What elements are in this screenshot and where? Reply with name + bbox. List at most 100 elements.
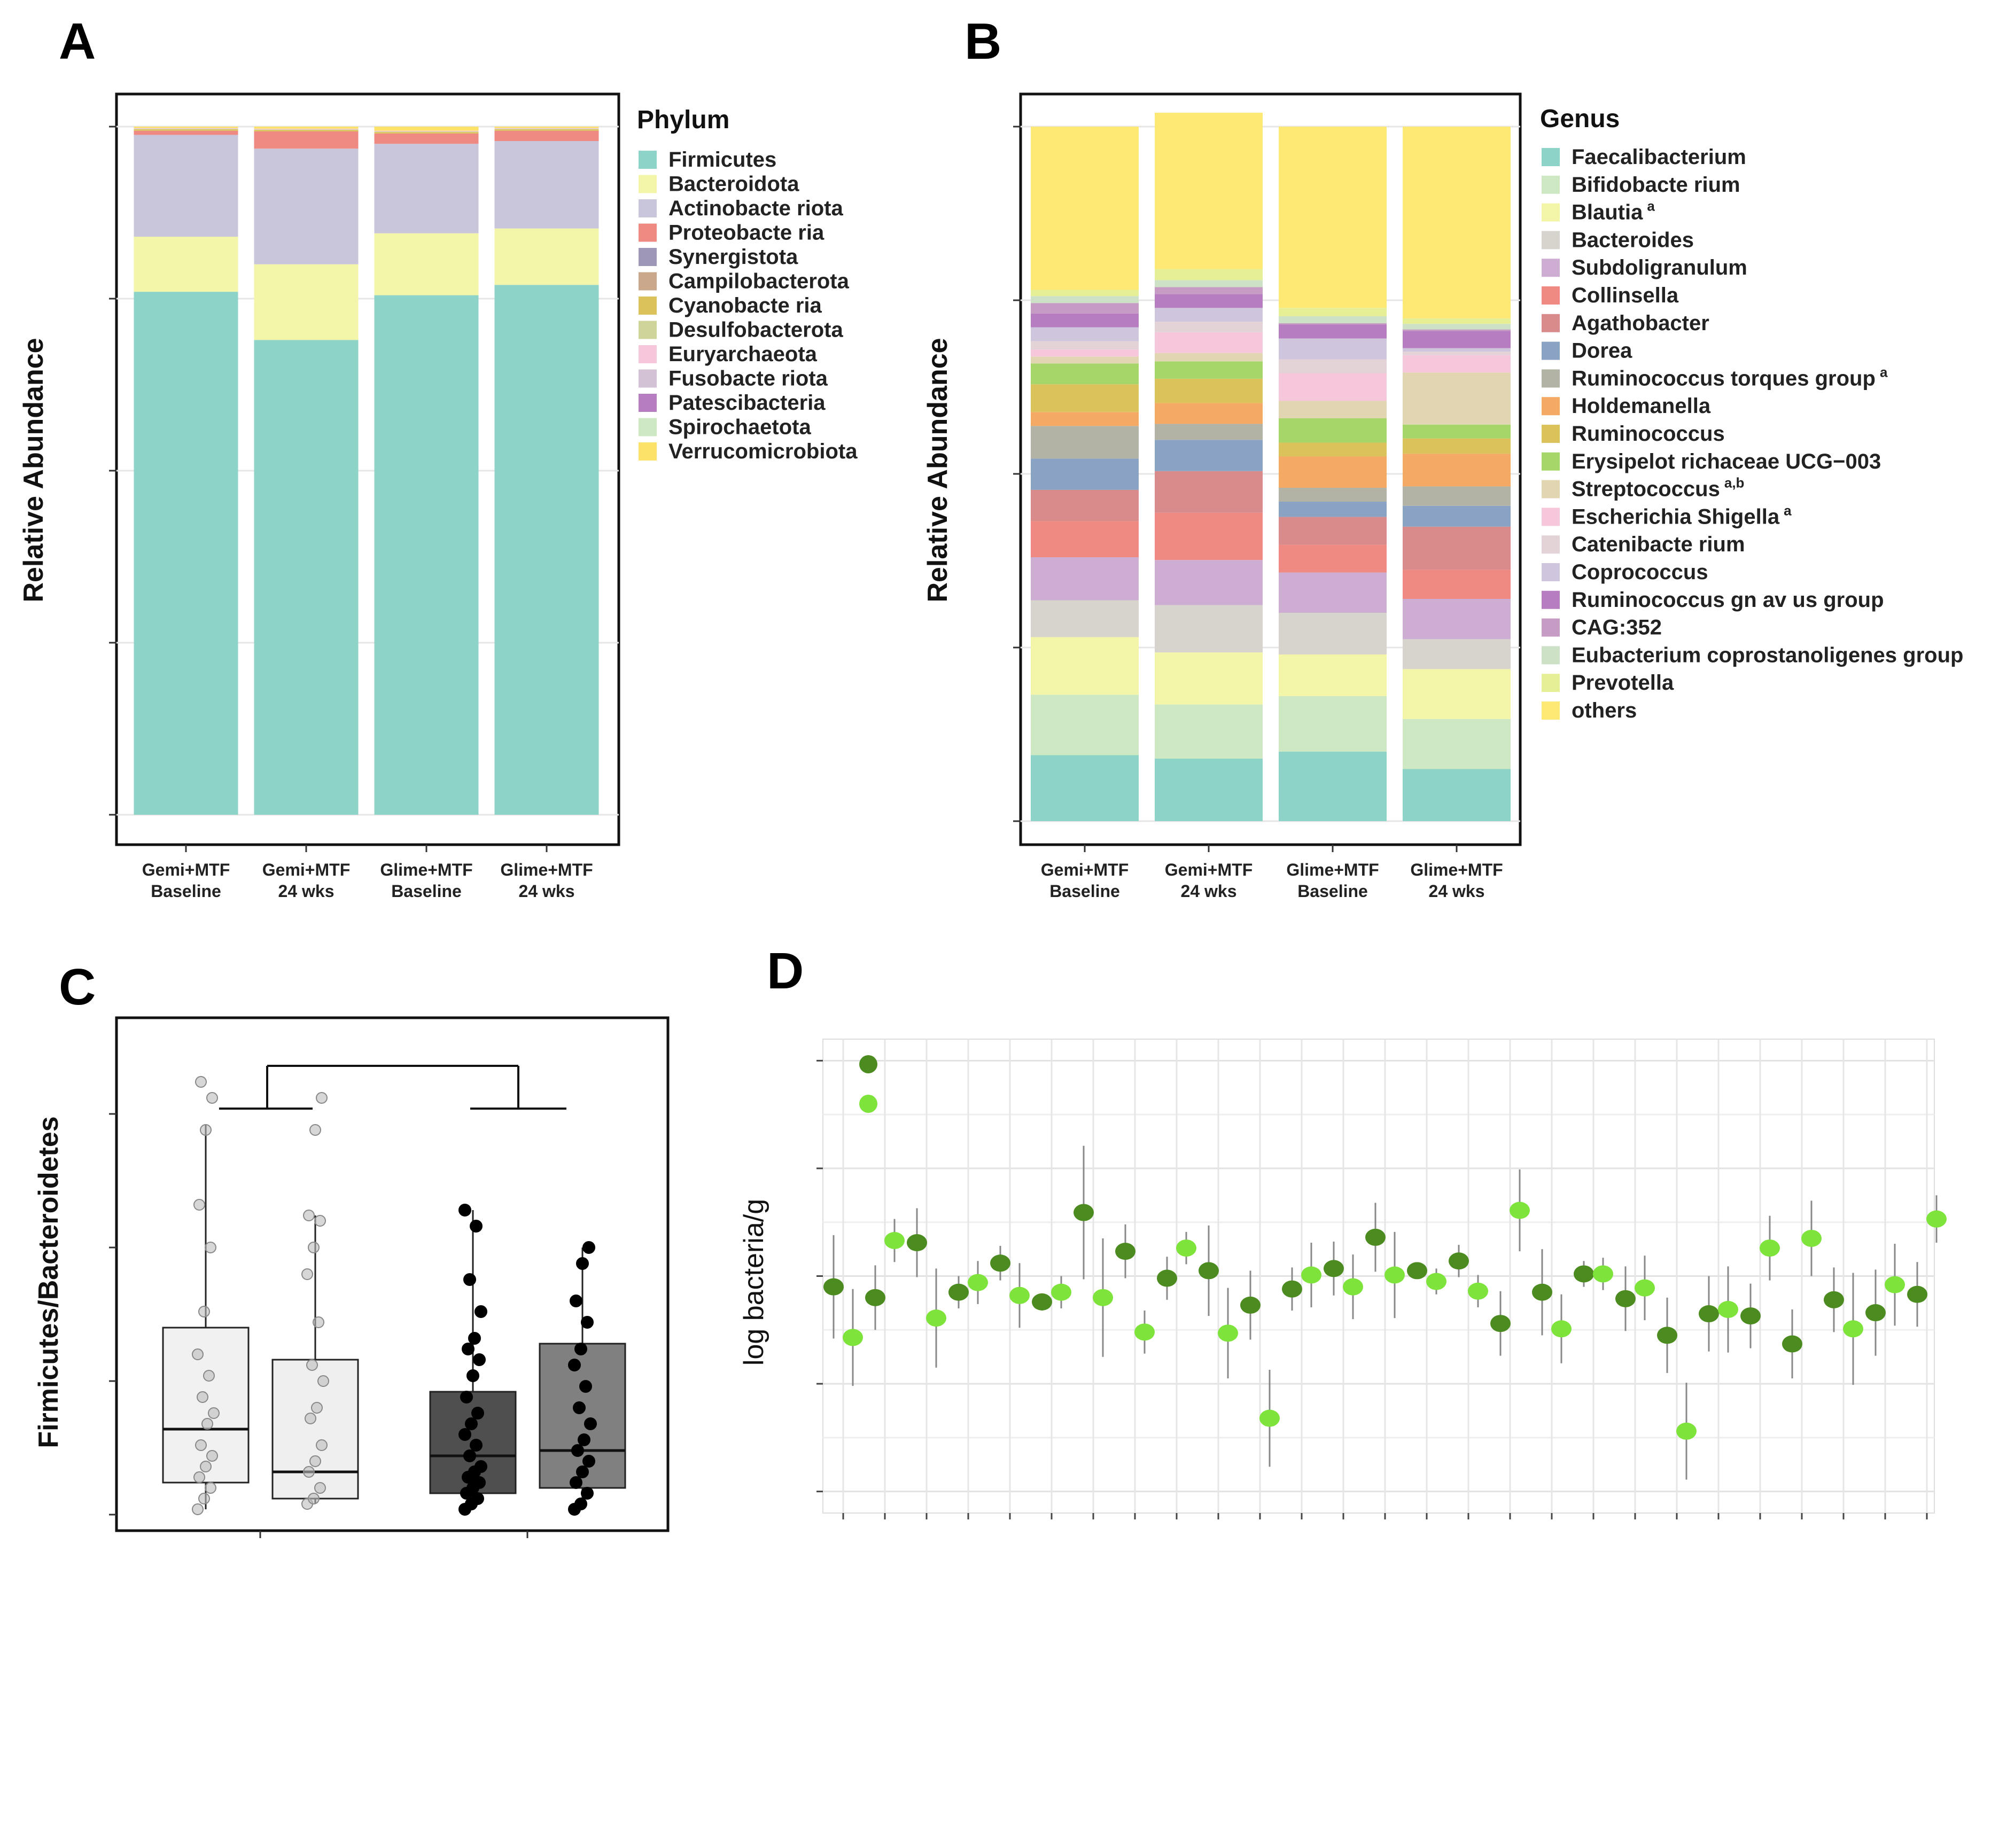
point-gemi xyxy=(1449,1252,1469,1270)
data-point xyxy=(201,1418,213,1430)
bar-segment-cyanobacte-ria xyxy=(374,132,479,134)
bar-segment-bacteroidota xyxy=(374,233,479,295)
legend-label: others xyxy=(1572,699,1637,722)
data-point xyxy=(308,1493,320,1504)
legend-item-euryarchaeota: Euryarchaeota xyxy=(639,342,818,366)
bar-segment-escherichia-shigella xyxy=(1279,373,1387,401)
panel-a-legend-title: Phylum xyxy=(637,106,729,134)
bar-segment-coprococcus xyxy=(1031,327,1139,341)
x-tick-label: Gemi+MTF Baseline xyxy=(1041,860,1129,901)
point-glime xyxy=(1134,1323,1155,1341)
point-gemi xyxy=(823,1278,844,1296)
panel-b: B Gemi+MTF Baseline Gemi+MTF 24 wks Glime+MT… xyxy=(922,13,1963,901)
genus-allisonella xyxy=(865,1219,905,1330)
bar-segment-blautia xyxy=(1155,652,1263,705)
data-point xyxy=(192,1503,204,1515)
bar-segment-streptococcus xyxy=(1155,353,1263,362)
legend-item-erysipelot-richaceae-ucg-003: Erysipelot richaceae UCG−003 xyxy=(1542,450,1881,473)
data-point xyxy=(475,1460,487,1473)
bar-segment-proteobacte-ria xyxy=(374,133,479,144)
genus-cag-56 xyxy=(990,1246,1030,1328)
bar-segment-catenibacte-rium xyxy=(1031,341,1139,350)
legend-item-eubacterium-coprostanoligenes-group: Eubacterium coprostanoligenes group xyxy=(1542,643,1963,667)
point-gemi xyxy=(1324,1260,1344,1277)
legend-swatch xyxy=(639,297,657,315)
bar-segment-escherichia-shigella xyxy=(1031,349,1139,357)
genus-marvinbryantia xyxy=(1532,1249,1572,1363)
legend-item-proteobacte-ria: Proteobacte ria xyxy=(639,221,825,245)
panel-a-letter: A xyxy=(59,13,96,70)
genus-holdemania xyxy=(1365,1203,1405,1319)
point-glime xyxy=(1593,1265,1613,1283)
legend-swatch xyxy=(639,175,657,193)
bar-segment-bacteroides xyxy=(1403,639,1511,669)
x-tick-label: Glime+MTF Baseline xyxy=(380,860,472,901)
panel-b-bars xyxy=(1031,113,1511,821)
legend-item-cag-352: CAG:352 xyxy=(1542,616,1662,640)
legend-label: Verrucomicrobiota xyxy=(668,440,858,463)
genus-oscilospiraceae-ucg-003 xyxy=(1865,1244,1905,1356)
bar-segment-others xyxy=(1031,127,1139,290)
data-point xyxy=(471,1492,484,1505)
bar-segment-erysipelot-richaceae-ucg-003 xyxy=(1403,424,1511,439)
data-point xyxy=(311,1402,323,1414)
panel-c-y-axis-title: Firmicutes/Bacteroidetes xyxy=(33,1116,64,1448)
legend-item-catenibacte-rium: Catenibacte rium xyxy=(1542,533,1745,556)
data-point xyxy=(570,1295,582,1307)
bar-segment-escherichia-shigella xyxy=(1403,355,1511,373)
legend-label: Synergistota xyxy=(668,245,798,269)
data-point xyxy=(471,1407,484,1420)
legend-label: Bacteroides xyxy=(1572,228,1694,252)
bar-segment-catenibacte-rium xyxy=(1279,359,1387,373)
legend-item-others: others xyxy=(1542,699,1637,722)
data-point xyxy=(200,1124,212,1136)
panel-d: D log bacteria/g xyxy=(738,942,1947,1556)
legend-label: Proteobacte ria xyxy=(668,221,825,245)
legend-label: Ruminococcus xyxy=(1572,422,1725,446)
legend-swatch xyxy=(639,248,657,266)
data-point xyxy=(313,1316,324,1328)
bar-segment-firmicutes xyxy=(134,292,238,815)
bar-segment-collinsella xyxy=(1279,544,1387,573)
genus-catenibacterium xyxy=(1032,1276,1071,1311)
legend-label: Dorea xyxy=(1572,339,1632,363)
point-glime xyxy=(1009,1286,1030,1304)
legend-item-subdoligranulum: Subdoligranulum xyxy=(1542,256,1747,279)
legend-item-actinobacte-riota: Actinobacte riota xyxy=(639,197,843,220)
legend-label: Coprococcus xyxy=(1572,560,1708,584)
bar-glime-mtf-24-wks xyxy=(494,127,599,815)
genus-coprococcus xyxy=(1115,1224,1155,1354)
point-gemi xyxy=(990,1254,1010,1272)
point-gemi xyxy=(907,1234,927,1252)
bar-segment-prevotella xyxy=(1403,318,1511,324)
legend-swatch xyxy=(639,272,657,291)
bar-segment-agathobacter xyxy=(1031,489,1139,521)
data-point xyxy=(466,1369,479,1382)
bar-segment-faecalibacterium xyxy=(1403,769,1511,821)
data-point xyxy=(316,1439,328,1451)
data-point xyxy=(463,1449,476,1462)
data-point xyxy=(463,1273,476,1286)
bar-segment-ruminococcus-gn-av-us-group xyxy=(1031,313,1139,328)
bar-segment-actinobacte-riota xyxy=(494,141,599,229)
data-point xyxy=(574,1343,587,1355)
legend-item-dorea: Dorea xyxy=(1542,339,1632,363)
point-gemi xyxy=(1699,1305,1719,1323)
bar-gemi-mtf-24-wks xyxy=(254,127,359,815)
point-glime xyxy=(1051,1283,1071,1301)
data-point xyxy=(475,1305,487,1318)
bar-segment-coprococcus xyxy=(1155,308,1263,322)
bar-segment-firmicutes xyxy=(374,295,479,815)
bar-segment-cyanobacte-ria xyxy=(134,129,238,131)
point-glime xyxy=(884,1231,905,1249)
data-point xyxy=(581,1316,594,1329)
bar-segment-ruminococcus xyxy=(1155,378,1263,403)
bar-segment-faecalibacterium xyxy=(1031,755,1139,821)
point-glime xyxy=(1259,1409,1280,1427)
genus-holdemanella xyxy=(1324,1241,1363,1320)
legend-swatch xyxy=(1542,618,1560,637)
bar-segment-agathobacter xyxy=(1403,526,1511,570)
legend-item-holdemanella: Holdemanella xyxy=(1542,394,1711,418)
legend-label: Actinobacte riota xyxy=(668,197,843,220)
